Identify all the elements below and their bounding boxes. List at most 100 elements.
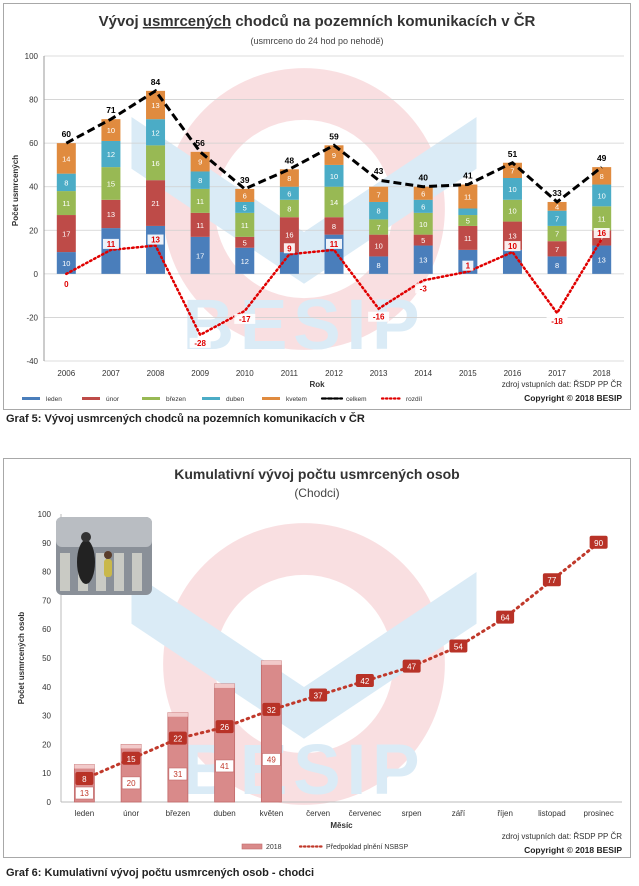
bar-value-label: 6 bbox=[421, 202, 425, 211]
bar-value-label: 49 bbox=[267, 755, 276, 764]
bar-segment bbox=[592, 184, 612, 207]
difference-value-label: -17 bbox=[239, 315, 251, 324]
bar-value-label: 8 bbox=[600, 172, 604, 181]
total-value-label: 33 bbox=[552, 188, 562, 198]
x-tick-label: srpen bbox=[402, 809, 422, 818]
x-tick-label: květen bbox=[260, 809, 284, 818]
bar-value-label: 11 bbox=[196, 221, 204, 230]
bar-segment bbox=[235, 247, 255, 274]
x-tick-label: listopad bbox=[538, 809, 566, 818]
y-axis-label: Počet usmrcených bbox=[11, 155, 20, 226]
bar-2018-top bbox=[74, 764, 95, 769]
difference-value-label: -16 bbox=[373, 313, 385, 322]
chart-subtitle: (usmrceno do 24 hod po nehodě) bbox=[250, 36, 383, 46]
y-tick-label: 40 bbox=[29, 183, 38, 192]
legend-label: leden bbox=[46, 396, 62, 403]
bar-segment bbox=[235, 236, 255, 248]
photo-crosswalk-stripe bbox=[60, 553, 70, 591]
bar-value-label: 16 bbox=[151, 159, 159, 168]
bar-value-label: 7 bbox=[377, 223, 381, 232]
bar-segment bbox=[458, 184, 478, 209]
bar-value-label: 7 bbox=[377, 190, 381, 199]
forecast-value-label: 8 bbox=[82, 775, 87, 784]
forecast-value-box bbox=[309, 688, 328, 702]
bar-value-label: 6 bbox=[421, 189, 425, 198]
legend-label: 2018 bbox=[266, 844, 282, 851]
legend-swatch bbox=[262, 397, 280, 400]
x-axis-label: Měsíc bbox=[330, 821, 353, 830]
bar-segment bbox=[235, 212, 255, 237]
forecast-value-box bbox=[215, 720, 234, 734]
forecast-value-label: 90 bbox=[594, 539, 603, 548]
bar-value-label: 7 bbox=[555, 230, 559, 239]
x-tick-label: 2006 bbox=[57, 369, 75, 378]
bar-segment bbox=[369, 234, 389, 257]
bar-segment bbox=[56, 252, 76, 274]
difference-value-label: -3 bbox=[420, 284, 428, 293]
bar-value-label: 21 bbox=[151, 199, 159, 208]
difference-value-label: 10 bbox=[508, 242, 517, 251]
chart-title: Vývoj usmrcených chodců na pozemních kom… bbox=[99, 12, 536, 30]
x-tick-label: březen bbox=[166, 809, 190, 818]
legend-label: celkem bbox=[346, 396, 367, 403]
bar-value-label: 7 bbox=[555, 245, 559, 254]
bar-value-label: 12 bbox=[151, 128, 159, 137]
bar-value-label: 7 bbox=[555, 214, 559, 223]
y-tick-label: 50 bbox=[42, 654, 51, 663]
difference-label-bg bbox=[234, 313, 256, 324]
y-tick-label: 0 bbox=[47, 798, 52, 807]
difference-value-label: -18 bbox=[551, 317, 563, 326]
total-value-label: 49 bbox=[597, 153, 607, 163]
total-value-label: 71 bbox=[106, 105, 116, 115]
bar-value-label: 11 bbox=[464, 234, 472, 243]
difference-value-label: 9 bbox=[287, 244, 292, 253]
x-tick-label: 2007 bbox=[102, 369, 120, 378]
bar-segment bbox=[324, 186, 344, 218]
bar-segment bbox=[101, 199, 121, 229]
bar-value-box bbox=[262, 753, 281, 766]
figure-caption-2: Graf 6: Kumulativní vývoj počtu usmrcený… bbox=[6, 867, 315, 879]
pedestrian-photo bbox=[56, 517, 152, 595]
bar-value-label: 9 bbox=[332, 151, 336, 160]
bar-segment bbox=[279, 252, 299, 274]
bar-segment bbox=[324, 164, 344, 187]
x-tick-label: červenec bbox=[349, 809, 381, 818]
chart-1-svg: BESIP Vývoj usmrcených chodců na pozemníc… bbox=[11, 12, 624, 403]
bar-value-label: 5 bbox=[421, 236, 425, 245]
bar-segment bbox=[458, 225, 478, 250]
x-tick-label: 2010 bbox=[236, 369, 254, 378]
bar-value-label: 10 bbox=[374, 242, 382, 251]
bar-segment bbox=[101, 140, 121, 168]
bar-segment bbox=[369, 219, 389, 235]
legend-swatch bbox=[202, 397, 220, 400]
bar-value-label: 6 bbox=[243, 191, 247, 200]
bar-value-label: 9 bbox=[198, 158, 202, 167]
bar-segment bbox=[279, 169, 299, 187]
forecast-value-label: 42 bbox=[360, 677, 369, 686]
bar-segment bbox=[190, 171, 210, 189]
bar-segment bbox=[502, 199, 522, 222]
forecast-value-label: 64 bbox=[501, 614, 510, 623]
figure-caption-1: Graf 5: Vývoj usmrcených chodců na pozem… bbox=[6, 413, 365, 425]
bar-value-label: 11 bbox=[241, 221, 249, 230]
bar-value-label: 17 bbox=[196, 251, 204, 260]
difference-label-bg bbox=[326, 238, 342, 249]
bar-value-label: 41 bbox=[220, 762, 229, 771]
bar-2018-top bbox=[121, 744, 142, 749]
bar-segment bbox=[547, 201, 567, 211]
total-value-label: 41 bbox=[463, 171, 473, 181]
photo-child-head bbox=[104, 551, 112, 559]
total-value-label: 59 bbox=[329, 131, 339, 141]
y-axis-label: Počet usmrcených osob bbox=[17, 612, 26, 705]
difference-label-bg bbox=[593, 228, 610, 238]
bar-value-label: 14 bbox=[62, 154, 70, 163]
difference-label-bg bbox=[189, 337, 211, 348]
bar-segment bbox=[146, 145, 166, 181]
x-tick-label: 2012 bbox=[325, 369, 343, 378]
bar-value-label: 4 bbox=[555, 202, 559, 211]
bar-value-label: 13 bbox=[508, 232, 516, 241]
bar-2018-top bbox=[167, 712, 188, 717]
total-value-label: 84 bbox=[151, 77, 161, 87]
legend-swatch bbox=[241, 843, 263, 850]
bar-value-label: 5 bbox=[466, 216, 470, 225]
